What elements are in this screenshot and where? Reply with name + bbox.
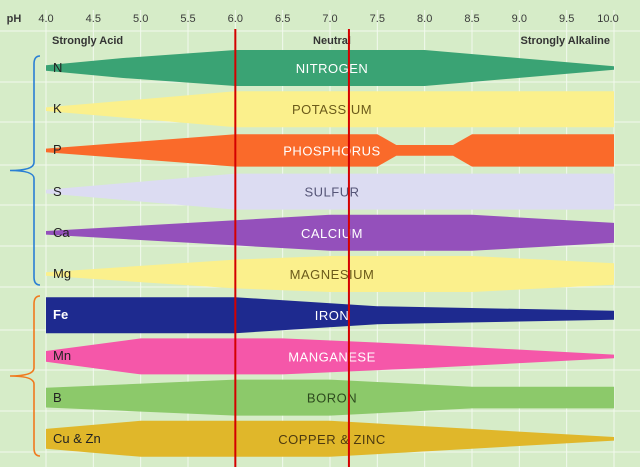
nutrient-band-boron [46,379,614,416]
axis-tick-label: 9.5 [559,13,574,25]
nutrient-symbol: P [53,142,62,158]
nutrient-name: POTASSIUM [292,102,372,117]
axis-tick-label: 4.0 [38,13,53,25]
nutrient-symbol: Cu & Zn [53,430,101,446]
axis-tick-label: 8.5 [464,13,479,25]
nutrient-band-magnesium [46,256,614,292]
scale-label-alkaline: Strongly Alkaline [521,35,610,47]
axis-tick-label: 4.5 [86,13,101,25]
nutrient-symbol: Ca [53,224,70,240]
scale-label-neutral: Neutral [313,35,351,47]
axis-tick-label: 6.0 [228,13,243,25]
axis-tick-label: 8.0 [417,13,432,25]
nutrient-symbol: Fe [53,307,69,323]
nutrient-band-phosphorus [46,134,614,167]
nutrient-name: MAGNESIUM [290,267,375,282]
nutrient-name: CALCIUM [301,226,363,241]
nutrient-name: NITROGEN [296,61,369,76]
nutrient-symbol: S [53,183,62,199]
micronutrient-brace [9,295,41,457]
nutrient-name: SULFUR [304,185,359,200]
nutrient-band-potassium [46,91,614,128]
scale-label-acid: Strongly Acid [52,35,123,47]
nutrient-symbol: Mg [53,266,72,281]
axis-tick-label: 7.0 [322,13,337,25]
nutrient-band-calcium [46,214,614,251]
nutrient-symbol: B [53,389,62,405]
nutrient-symbol: N [53,60,63,75]
nutrient-band-manganese [46,338,614,375]
nutrient-name: MANGANESE [288,349,376,364]
nutrient-name: BORON [307,391,357,406]
nutrient-band-copper-zinc [46,420,614,457]
nutrient-name: PHOSPHORUS [283,143,380,158]
nutrient-band-sulfur [46,173,614,210]
axis-tick-label: 10.0 [597,13,618,25]
nutrient-symbol: Mn [53,348,72,364]
nutrient-name: COPPER & ZINC [278,432,386,447]
nutrient-symbol: K [53,101,62,117]
axis-tick-label: 5.0 [133,13,148,25]
nutrient-band-nitrogen [46,50,614,86]
axis-tick-label: 5.5 [180,13,195,25]
nutrient-name: IRON [315,308,350,323]
macronutrient-brace [9,55,41,286]
axis-tick-label: 6.5 [275,13,290,25]
axis-tick-label: 9.0 [512,13,527,25]
axis-tick-label: 7.5 [370,13,385,25]
axis-label: pH [7,13,22,25]
nutrient-band-iron [46,297,614,334]
